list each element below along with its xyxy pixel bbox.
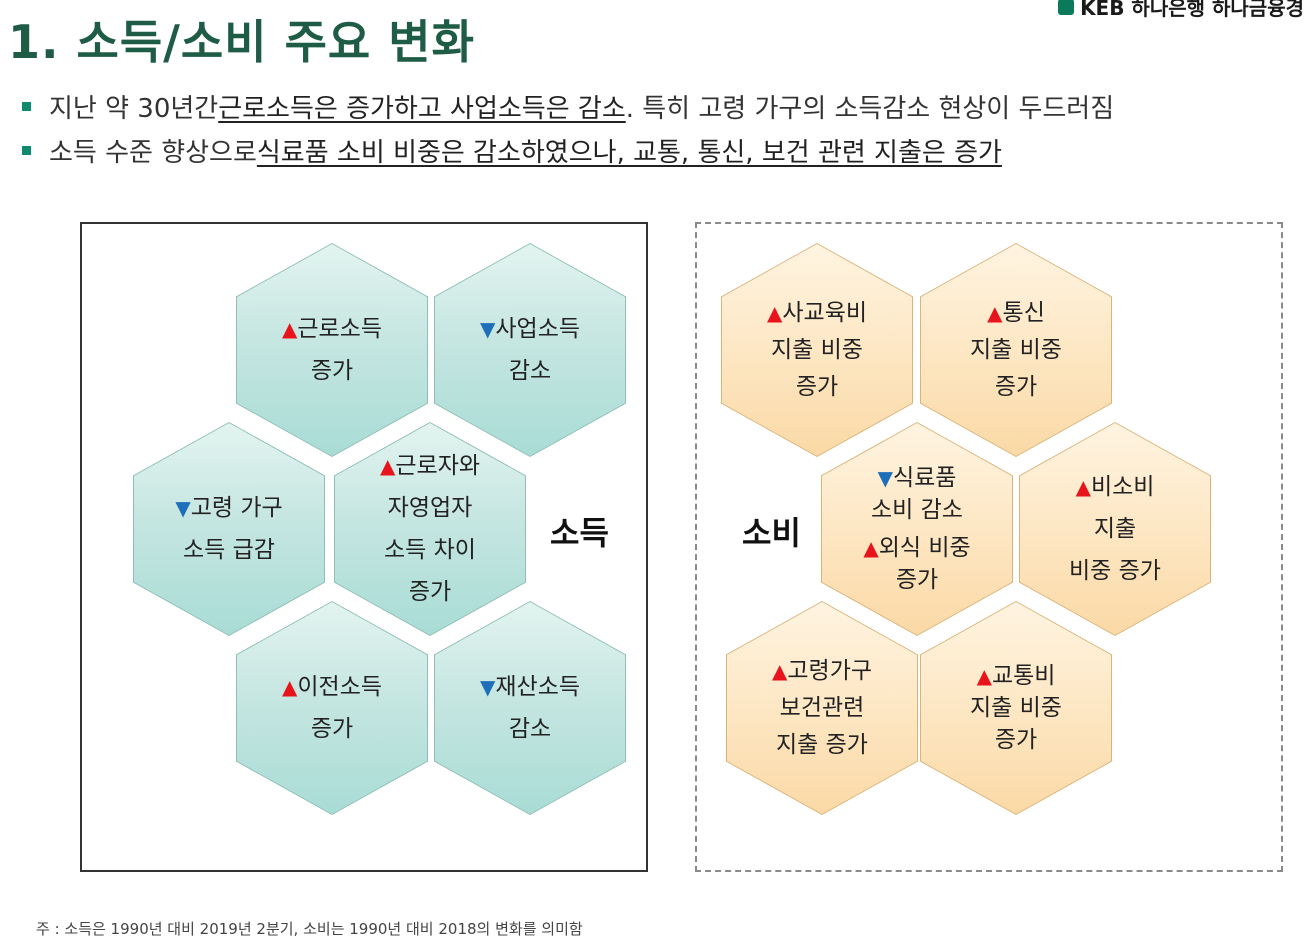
hex-text: 통신 bbox=[1002, 300, 1045, 326]
hex-text: 이전소득 bbox=[297, 674, 383, 700]
hex-text: 증가 bbox=[795, 374, 839, 400]
up-arrow-icon: ▲ bbox=[1075, 475, 1091, 499]
hex-line: ▲사교육비 bbox=[767, 297, 867, 329]
hex-text: 증가 bbox=[895, 567, 939, 593]
hex-text: 증가 bbox=[310, 716, 354, 742]
hex-text: 재산소득 bbox=[495, 674, 581, 700]
hex-text: 지출 bbox=[1093, 516, 1137, 542]
hex-line: ▼사업소득 bbox=[480, 308, 580, 350]
down-arrow-icon: ▼ bbox=[877, 466, 893, 490]
up-arrow-icon: ▲ bbox=[976, 664, 992, 688]
hex-text: 지출 비중 bbox=[970, 337, 1062, 363]
summary-bullets: 지난 약 30년간 근로소득은 증가하고 사업소득은 감소. 특히 고령 가구의… bbox=[22, 84, 1114, 172]
up-arrow-icon: ▲ bbox=[863, 536, 879, 560]
page-title: 1. 소득/소비 주요 변화 bbox=[8, 15, 475, 69]
bullet-text-pre: 소득 수준 향상으로 bbox=[49, 137, 257, 168]
income-label: 소득 bbox=[550, 514, 609, 552]
hex-line: ▼고령 가구 bbox=[175, 487, 282, 529]
up-arrow-icon: ▲ bbox=[281, 317, 298, 341]
hex-text: 사교육비 bbox=[782, 300, 868, 326]
consumption-hex-education: ▲사교육비 지출 비중 증가 bbox=[722, 244, 912, 456]
hex-line: ▲비소비 bbox=[1076, 466, 1155, 508]
hex-line: ▲고령가구 bbox=[772, 655, 872, 687]
bullet-square-icon bbox=[22, 145, 31, 155]
hex-line: ▲외식 비중 bbox=[863, 532, 970, 564]
bullet-text-underlined: 근로소득은 증가하고 사업소득은 감소 bbox=[218, 93, 626, 124]
hex-text: 사업소득 bbox=[495, 316, 581, 342]
up-arrow-icon: ▲ bbox=[379, 454, 396, 478]
up-arrow-icon: ▲ bbox=[987, 301, 1003, 325]
hex-text: 비소비 bbox=[1090, 474, 1155, 500]
hex-text: 증가 bbox=[408, 579, 452, 605]
hex-text: 지출 비중 bbox=[970, 695, 1062, 721]
bullet-text-underlined: 식료품 소비 비중은 감소하였으나, 교통, 통신, 보건 관련 지출은 증가 bbox=[256, 137, 1002, 168]
consumption-panel bbox=[695, 222, 1283, 872]
income-panel bbox=[80, 222, 648, 872]
brand-logo: KEB 하나은행 하나금융경 bbox=[1058, 0, 1304, 21]
hex-text: 소득 급감 bbox=[183, 537, 275, 563]
up-arrow-icon: ▲ bbox=[281, 675, 298, 699]
hex-text: 교통비 bbox=[991, 663, 1056, 689]
hex-text: 비중 증가 bbox=[1069, 558, 1161, 584]
consumption-label: 소비 bbox=[742, 514, 801, 552]
hex-line: ▼식료품 bbox=[878, 462, 957, 494]
bank-logo-icon bbox=[1058, 0, 1075, 15]
hex-text: 감소 bbox=[508, 358, 552, 384]
hex-text: 지출 증가 bbox=[776, 732, 868, 758]
income-hex-business: ▼사업소득 감소 bbox=[435, 244, 625, 456]
hex-text: 근로소득 bbox=[297, 316, 383, 342]
hex-text: 근로자와 bbox=[395, 453, 481, 479]
hex-text: 소득 차이 bbox=[384, 537, 476, 563]
footnote: 주 : 소득은 1990년 대비 2019년 2분기, 소비는 1990년 대비… bbox=[36, 920, 583, 938]
down-arrow-icon: ▼ bbox=[479, 317, 496, 341]
hex-line: ▲근로소득 bbox=[282, 308, 382, 350]
bullet-text-post: . 특히 고령 가구의 소득감소 현상이 두드러짐 bbox=[625, 93, 1115, 124]
down-arrow-icon: ▼ bbox=[479, 675, 496, 699]
hex-text: 증가 bbox=[994, 727, 1038, 753]
hex-text: 식료품 bbox=[892, 465, 957, 491]
hex-text: 감소 bbox=[508, 716, 552, 742]
bullet-item: 소득 수준 향상으로 식료품 소비 비중은 감소하였으나, 교통, 통신, 보건… bbox=[22, 128, 1114, 172]
down-arrow-icon: ▼ bbox=[175, 496, 191, 520]
hex-line: ▲근로자와 bbox=[380, 445, 480, 487]
logo-text: KEB 하나은행 하나금융경 bbox=[1080, 0, 1304, 20]
up-arrow-icon: ▲ bbox=[771, 659, 788, 683]
hex-line: ▼재산소득 bbox=[480, 666, 580, 708]
up-arrow-icon: ▲ bbox=[766, 301, 783, 325]
hex-line: ▲교통비 bbox=[977, 660, 1056, 692]
hex-text: 지출 비중 bbox=[771, 337, 863, 363]
bullet-text-pre: 지난 약 30년간 bbox=[49, 93, 219, 124]
hex-line: ▲이전소득 bbox=[282, 666, 382, 708]
hex-text: 고령 가구 bbox=[190, 495, 283, 521]
bullet-square-icon bbox=[22, 101, 31, 111]
hex-text: 자영업자 bbox=[387, 495, 473, 521]
hex-text: 보건관련 bbox=[779, 695, 865, 721]
bullet-item: 지난 약 30년간 근로소득은 증가하고 사업소득은 감소. 특히 고령 가구의… bbox=[22, 84, 1114, 128]
hex-text: 증가 bbox=[310, 358, 354, 384]
hex-text: 외식 비중 bbox=[878, 535, 971, 561]
hex-text: 증가 bbox=[994, 374, 1038, 400]
income-hex-wage: ▲근로소득 증가 bbox=[237, 244, 427, 456]
hex-text: 소비 감소 bbox=[871, 497, 963, 523]
hex-text: 고령가구 bbox=[787, 658, 873, 684]
hex-line: ▲통신 bbox=[987, 297, 1045, 329]
